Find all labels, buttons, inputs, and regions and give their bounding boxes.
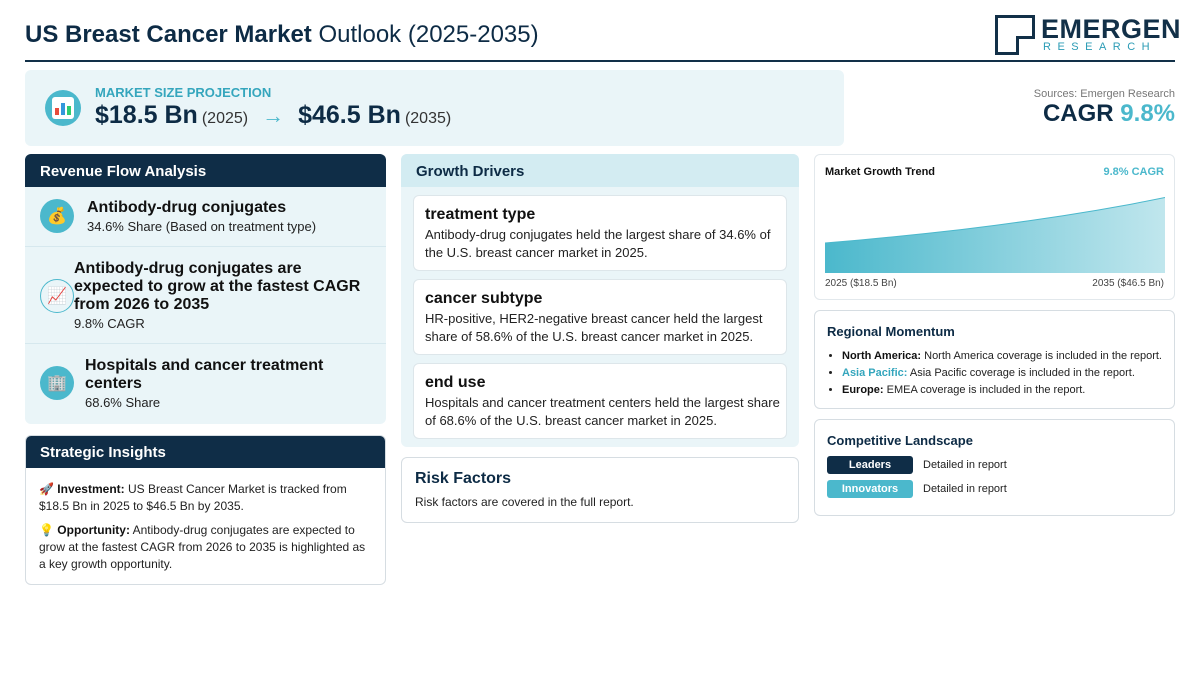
region-item-north-america: North America: North America coverage is…: [842, 348, 1162, 365]
driver-card: end use Hospitals and cancer treatment c…: [413, 363, 787, 439]
competitive-landscape-title: Competitive Landscape: [827, 433, 973, 448]
region-text: North America coverage is included in th…: [924, 350, 1162, 362]
region-name: North America:: [842, 350, 922, 362]
cagr-headline: CAGR 9.8%: [1043, 100, 1175, 128]
trend-line: [825, 197, 1165, 244]
end-value: $46.5 Bn: [298, 101, 401, 129]
revenue-item: 🏢 Hospitals and cancer treatment centers…: [25, 344, 386, 424]
cagr-label: CAGR: [1042, 100, 1114, 127]
investment-text: US Breast Cancer Market is tracked from …: [39, 482, 347, 513]
strategic-insights-title: Strategic Insights: [26, 436, 385, 468]
region-text: EMEA coverage is included in the report.: [886, 384, 1086, 396]
risk-factors-panel: Risk Factors Risk factors are covered in…: [401, 457, 799, 523]
trend-cagr: 9.8% CAGR: [1103, 166, 1164, 178]
region-text: Asia Pacific coverage is included in the…: [909, 367, 1135, 379]
start-value: $18.5 Bn: [95, 101, 198, 129]
market-growth-trend-panel: Market Growth Trend 9.8% CAGR 2025 ($18.…: [814, 154, 1175, 300]
strategic-insights-panel: Strategic Insights 🚀 Investment: US Brea…: [25, 435, 386, 585]
start-year: (2025): [201, 110, 249, 127]
investment-insight: 🚀 Investment: US Breast Cancer Market is…: [39, 481, 374, 515]
cagr-value: 9.8%: [1120, 100, 1175, 127]
revenue-item-title: Antibody-drug conjugates: [87, 199, 287, 216]
competitive-landscape-panel: Competitive Landscape Leaders Detailed i…: [814, 419, 1175, 516]
driver-text: Antibody-drug conjugates held the larges…: [425, 227, 771, 260]
money-bag-icon: 💰: [40, 199, 74, 233]
title-bold: US Breast Cancer Market: [25, 21, 312, 48]
region-item-europe: Europe: EMEA coverage is included in the…: [842, 382, 1162, 399]
revenue-item-sub: 68.6% Share: [85, 395, 161, 410]
bar-chart-icon: [45, 90, 81, 126]
hospital-icon: 🏢: [40, 366, 74, 400]
revenue-item: 💰 Antibody-drug conjugates 34.6% Share (…: [25, 187, 386, 247]
page-header: US Breast Cancer Market Outlook (2025-20…: [25, 12, 1181, 62]
driver-title: treatment type: [425, 206, 536, 223]
region-item-asia-pacific: Asia Pacific: Asia Pacific coverage is i…: [842, 365, 1162, 382]
region-name: Europe:: [842, 384, 884, 396]
chart-up-icon: 📈: [40, 279, 74, 313]
regional-momentum-title: Regional Momentum: [827, 324, 955, 339]
region-list: North America: North America coverage is…: [842, 348, 1162, 399]
sources-text: Sources: Emergen Research: [1033, 88, 1175, 100]
opportunity-text: Antibody-drug conjugates are expected to…: [39, 523, 366, 571]
revenue-flow-title: Revenue Flow Analysis: [25, 154, 386, 187]
regional-momentum-panel: Regional Momentum North America: North A…: [814, 310, 1175, 409]
opportunity-insight: 💡 Opportunity: Antibody-drug conjugates …: [39, 522, 374, 573]
title-rest: Outlook (2025-2035): [318, 21, 539, 48]
risk-factors-title: Risk Factors: [415, 470, 512, 487]
revenue-flow-panel: Revenue Flow Analysis 💰 Antibody-drug co…: [25, 154, 386, 424]
revenue-item-title: Hospitals and cancer treatment centers: [85, 357, 324, 392]
trend-start-label: 2025 ($18.5 Bn): [825, 278, 897, 289]
revenue-item-sub: 9.8% CAGR: [74, 316, 145, 331]
revenue-item-sub: 34.6% Share (Based on treatment type): [87, 219, 317, 234]
innovators-badge: Innovators: [827, 480, 913, 498]
driver-text: Hospitals and cancer treatment centers h…: [425, 395, 780, 428]
region-name: Asia Pacific:: [842, 367, 908, 379]
end-year: (2035): [404, 110, 452, 127]
trend-area-chart: [825, 197, 1165, 273]
risk-factors-text: Risk factors are covered in the full rep…: [415, 495, 634, 509]
trend-end-label: 2035 ($46.5 Bn): [1092, 278, 1164, 289]
leaders-text: Detailed in report: [923, 459, 1007, 471]
market-size-projection: MARKET SIZE PROJECTION $18.5 Bn (2025) → $4…: [25, 70, 844, 146]
opportunity-label: Opportunity:: [57, 523, 130, 537]
driver-card: treatment type Antibody-drug conjugates …: [413, 195, 787, 271]
growth-drivers-title: Growth Drivers: [401, 154, 799, 187]
driver-title: cancer subtype: [425, 290, 543, 307]
revenue-item-title: Antibody-drug conjugates are expected to…: [74, 260, 361, 313]
driver-text: HR-positive, HER2-negative breast cancer…: [425, 311, 763, 344]
logo-main-text: EMERGEN: [1041, 14, 1182, 44]
emergen-logo: EMERGEN RESEARCH: [995, 14, 1181, 56]
trend-area-series: [825, 197, 1165, 273]
trend-title: Market Growth Trend: [825, 166, 936, 178]
projection-values: $18.5 Bn (2025) → $46.5 Bn (2035): [95, 101, 451, 130]
innovators-text: Detailed in report: [923, 483, 1007, 495]
growth-drivers-panel: Growth Drivers treatment type Antibody-d…: [401, 154, 799, 447]
page-title: US Breast Cancer Market Outlook (2025-20…: [25, 21, 539, 49]
arrow-right-icon: →: [262, 103, 285, 128]
leaders-badge: Leaders: [827, 456, 913, 474]
driver-title: end use: [425, 374, 486, 391]
projection-label: MARKET SIZE PROJECTION: [95, 85, 272, 100]
rocket-icon: 🚀: [39, 482, 54, 496]
revenue-item: 📈 Antibody-drug conjugates are expected …: [25, 247, 386, 344]
logo-square-icon: [995, 15, 1035, 55]
investment-label: Investment:: [57, 482, 125, 496]
logo-sub-text: RESEARCH: [1043, 41, 1157, 53]
lightbulb-icon: 💡: [39, 523, 54, 537]
driver-card: cancer subtype HR-positive, HER2-negativ…: [413, 279, 787, 355]
